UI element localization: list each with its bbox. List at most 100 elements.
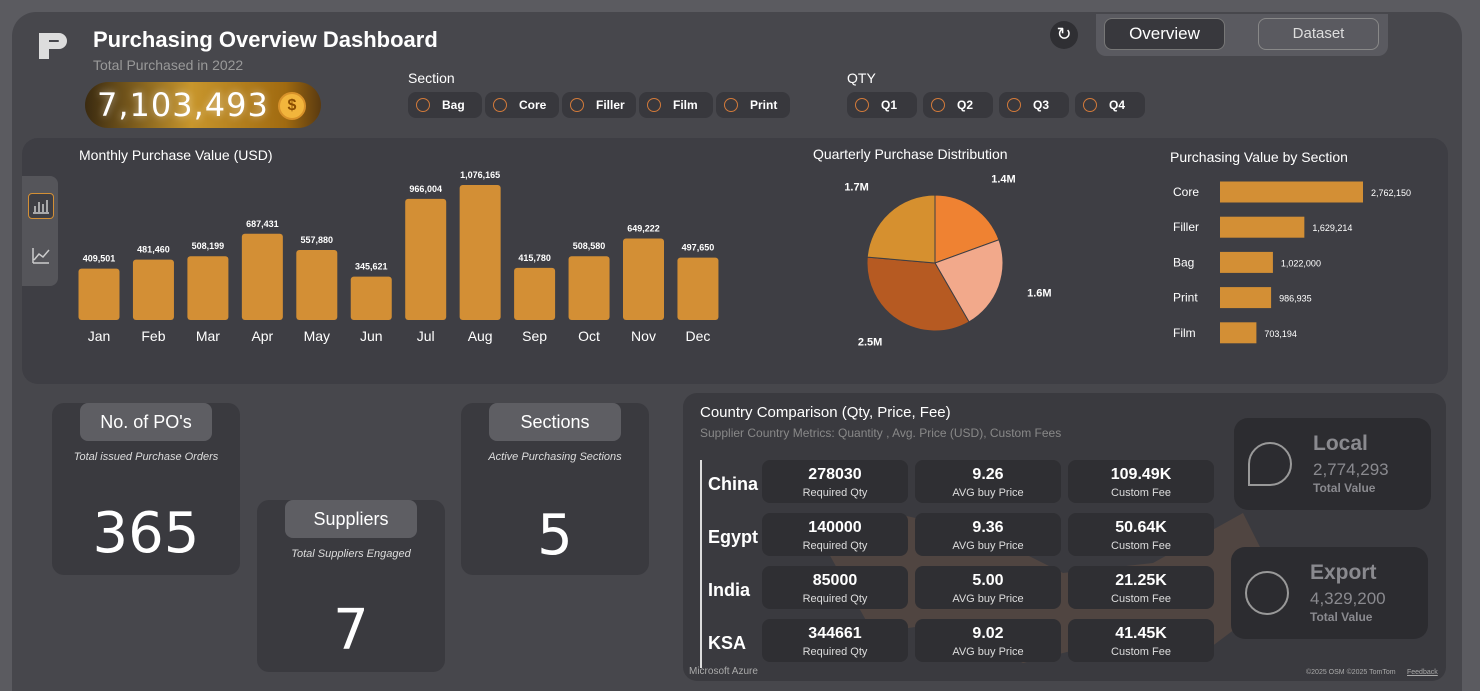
metric-cell: 50.64K Custom Fee (1068, 513, 1214, 556)
metric-label: Custom Fee (1111, 487, 1171, 499)
bar (187, 256, 229, 320)
bar (514, 267, 556, 320)
data-label: 497,650 (682, 243, 715, 253)
bar (1220, 322, 1257, 344)
chart-title: Quarterly Purchase Distribution (813, 146, 1008, 162)
feedback[interactable]: Feedback (1407, 669, 1438, 676)
kpi-subtitle: Total issued Purchase Orders (73, 451, 219, 463)
x-tick-label: Oct (578, 328, 600, 344)
metric-label: Required Qty (802, 593, 868, 605)
metric-value: 278030 (808, 466, 862, 483)
data-label: 481,460 (137, 245, 170, 255)
bar (241, 233, 283, 320)
currency-icon: $ (278, 92, 306, 120)
data-label: 1.7M (844, 182, 868, 194)
metric-value: 9.36 (972, 519, 1004, 536)
country-name: KSA (708, 633, 747, 653)
country-name: China (708, 474, 759, 494)
data-label: 986,935 (1279, 294, 1312, 304)
filter-button[interactable]: Q3 (999, 92, 1069, 118)
x-tick-label: Dec (685, 328, 710, 344)
filter-label: QTY (847, 70, 876, 86)
metric-cell: 5.00 AVG buy Price (915, 566, 1061, 609)
metric-label: Required Qty (802, 487, 868, 499)
bar (296, 250, 338, 320)
filter-button[interactable]: Print (716, 92, 790, 118)
refresh-button[interactable]: ↻ (1050, 21, 1078, 49)
radio (570, 98, 584, 112)
filter-button[interactable]: Bag (408, 92, 482, 118)
bar (405, 198, 447, 320)
filter-button[interactable]: Film (639, 92, 713, 118)
filter-option: Core (519, 98, 547, 112)
bar (1220, 216, 1305, 238)
metric-value: 5.00 (972, 572, 1004, 589)
metric-value: 109.49K (1110, 466, 1172, 483)
charts: Monthly Purchase Value (USD) 409,501 Jan 48… (78, 146, 1411, 349)
filter-option: Filler (596, 98, 625, 112)
data-label: 415,780 (518, 253, 551, 263)
line-toggle[interactable] (29, 244, 53, 268)
data-label: 966,004 (409, 184, 442, 194)
filter-button[interactable]: Filler (562, 92, 636, 118)
x-tick-label: Mar (196, 328, 220, 344)
filter-button[interactable]: Q4 (1075, 92, 1145, 118)
pie-slice (934, 194, 1000, 264)
filter-button[interactable]: Core (485, 92, 559, 118)
filter-button[interactable]: Q2 (923, 92, 993, 118)
metric-cell: 109.49K Custom Fee (1068, 460, 1214, 503)
metric-label: Required Qty (802, 646, 868, 658)
metric-value: 344661 (808, 625, 862, 642)
radio (724, 98, 738, 112)
x-tick-label: Jan (88, 328, 111, 344)
kpi-value: 7 (333, 598, 369, 663)
metric-cell: 278030 Required Qty (762, 460, 908, 503)
metric-label: Custom Fee (1111, 593, 1171, 605)
filter-button[interactable]: Q1 (847, 92, 917, 118)
y-tick-label: Film (1173, 326, 1196, 340)
nav-overview[interactable]: Overview (1104, 18, 1225, 50)
kpi-badge: Sections (489, 403, 621, 441)
x-tick-label: Feb (141, 328, 165, 344)
title: Purchasing Overview Dashboard (93, 27, 438, 52)
data-label: 2.5M (858, 337, 882, 349)
radio (855, 98, 869, 112)
total-value: 2,774,293 (1313, 460, 1389, 479)
radio (647, 98, 661, 112)
total-label: Total Value (1313, 481, 1376, 495)
filter-label: Section (408, 70, 455, 86)
y-tick-label: Print (1173, 291, 1198, 305)
bar (459, 185, 501, 320)
data-label: 703,194 (1264, 329, 1297, 339)
bar-toggle[interactable] (28, 193, 54, 219)
x-tick-label: Jun (360, 328, 383, 344)
country-name: India (708, 580, 751, 600)
data-label: 557,880 (301, 235, 334, 245)
divider (700, 460, 702, 668)
x-tick-label: Aug (468, 328, 493, 344)
data-label: 1,022,000 (1281, 258, 1321, 268)
metric-label: AVG buy Price (952, 540, 1024, 552)
filter-option: Q4 (1109, 98, 1126, 112)
nav-dataset[interactable]: Dataset (1258, 18, 1379, 50)
country-name: Egypt (708, 527, 759, 547)
metric-cell: 21.25K Custom Fee (1068, 566, 1214, 609)
data-label: 508,580 (573, 241, 606, 251)
pie-slice (934, 239, 1004, 323)
pie-slice (866, 256, 970, 332)
radio (1007, 98, 1021, 112)
metric-value: 9.26 (972, 466, 1004, 483)
subtitle: Total Purchased in 2022 (93, 57, 244, 73)
total-icon (1248, 442, 1292, 486)
metric-label: AVG buy Price (952, 487, 1024, 499)
radio (1083, 98, 1097, 112)
bar (1220, 251, 1273, 273)
copyright: ©2025 OSM ©2025 TomTom (1306, 669, 1396, 676)
total-value: 4,329,200 (1310, 589, 1386, 608)
x-tick-label: Apr (251, 328, 273, 344)
metric-cell: 140000 Required Qty (762, 513, 908, 556)
metric-cell: 9.26 AVG buy Price (915, 460, 1061, 503)
total-title: Local (1313, 432, 1368, 455)
metric-label: AVG buy Price (952, 646, 1024, 658)
